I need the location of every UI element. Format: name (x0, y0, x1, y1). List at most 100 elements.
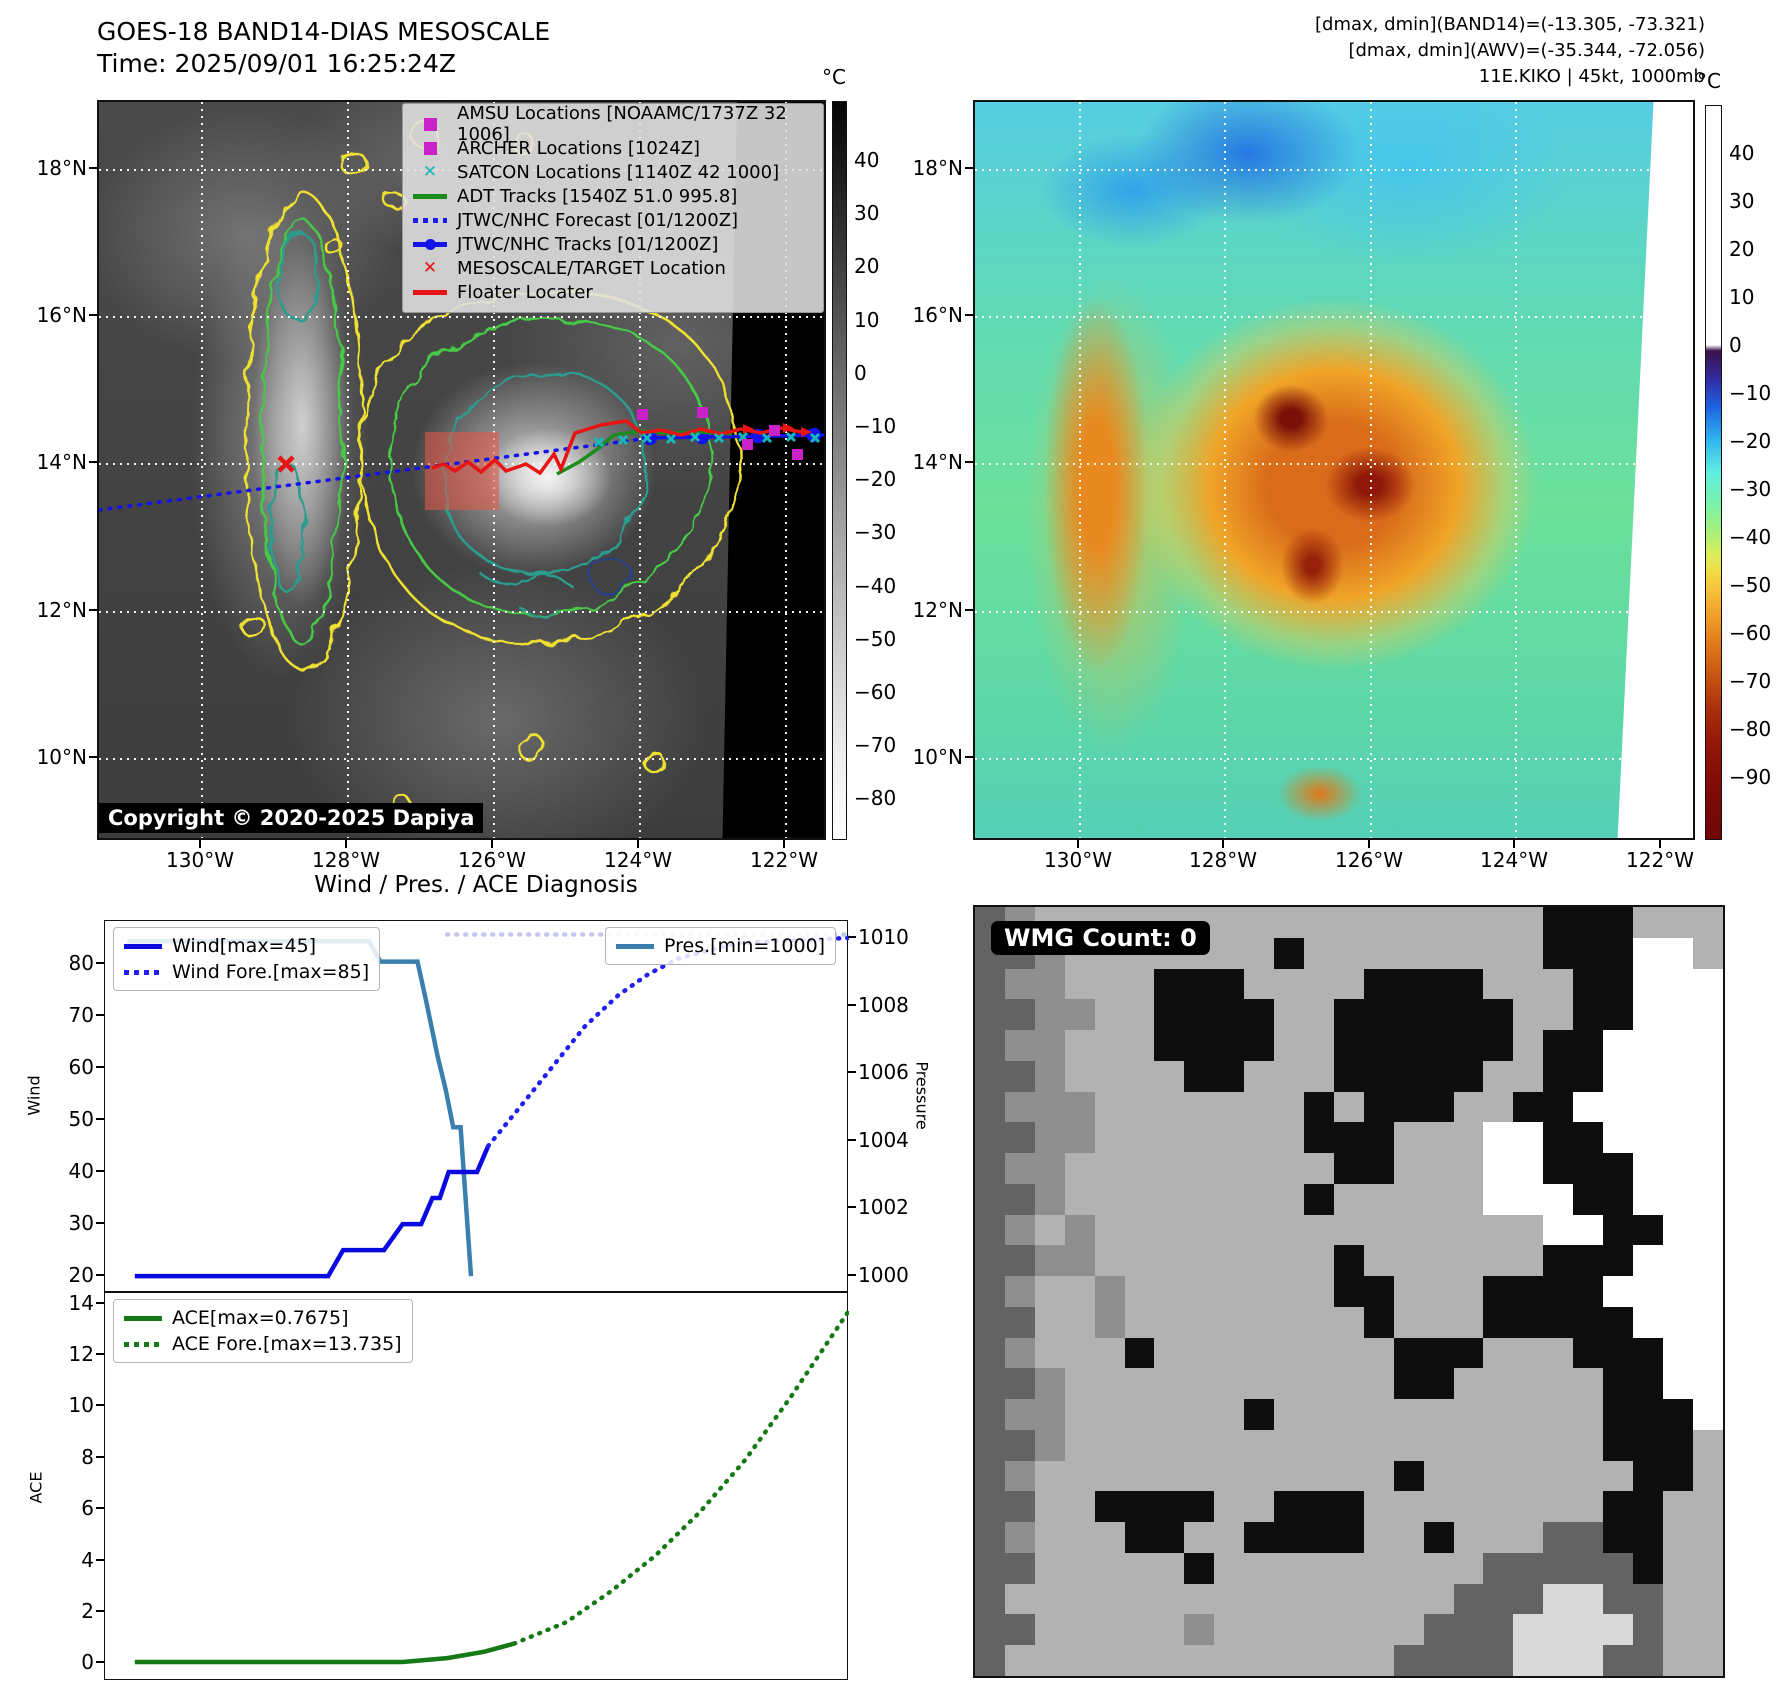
awv-lat-tick (965, 756, 973, 758)
wmg-grid-cell (1004, 1214, 1035, 1246)
band14-colorbar-tick-label: −10 (854, 414, 897, 438)
wmg-grid-cell (1333, 1153, 1364, 1184)
wmg-grid-cell (1483, 968, 1514, 1000)
legend-item-label: SATCON Locations [1140Z 42 1000] (457, 161, 780, 183)
wmg-grid-cell (1423, 1583, 1454, 1615)
wmg-grid-cell (1393, 1429, 1424, 1461)
wmg-grid-cell (1453, 1153, 1484, 1184)
wmg-grid-cell (1303, 1645, 1334, 1676)
wmg-grid-cell (1662, 999, 1693, 1030)
wmg-grid-cell (1333, 1214, 1364, 1246)
wmg-grid-cell (1214, 1214, 1245, 1246)
wmg-grid-cell (1154, 1491, 1185, 1522)
wmg-grid-cell (1662, 1429, 1693, 1461)
wmg-grid-cell (1064, 1583, 1095, 1615)
wmg-grid-cell (1393, 937, 1424, 969)
wmg-grid-cell (1603, 1306, 1633, 1338)
wmg-grid-cell (1632, 1460, 1663, 1492)
wmg-grid-cell (1632, 1030, 1663, 1061)
wmg-grid-cell (1573, 1552, 1604, 1584)
wmg-grid-cell (1543, 1337, 1574, 1369)
chart2-ytick-label: 6 (81, 1496, 94, 1521)
wmg-grid-cell (1303, 1122, 1334, 1153)
wmg-grid-cell (1034, 1583, 1065, 1615)
wmg-grid-cell (1662, 1491, 1693, 1522)
wmg-grid-cell (1184, 999, 1215, 1030)
awv-lat-tick-label: 14°N (912, 450, 963, 474)
wmg-grid-cell (1692, 1183, 1723, 1215)
wmg-grid-cell (1513, 1245, 1544, 1276)
wmg-grid-cell (1094, 1122, 1125, 1153)
wmg-grid-cell (1244, 1645, 1275, 1676)
band14-colorbar (832, 101, 847, 840)
wmg-grid-cell (1274, 1183, 1304, 1215)
chart-legend-item: Pres.[min=1000] (616, 933, 825, 959)
wmg-grid-cell (1393, 1460, 1424, 1492)
wmg-grid-cell (1662, 1399, 1693, 1430)
awv-lat-tick-label: 12°N (912, 598, 963, 622)
wmg-grid-cell (1214, 1276, 1245, 1307)
wmg-grid-cell (1154, 1153, 1185, 1184)
wmg-grid-cell (1573, 1214, 1604, 1246)
wmg-grid-cell (975, 999, 1005, 1030)
wmg-grid-cell (1303, 1276, 1334, 1307)
wmg-grid-cell (1423, 1399, 1454, 1430)
wmg-grid-cell (1393, 1183, 1424, 1215)
band14-lon-tick (345, 840, 347, 848)
wmg-grid-cell (1573, 1614, 1604, 1645)
wmg-grid-cell (975, 968, 1005, 1000)
wmg-grid-cell (1094, 1552, 1125, 1584)
wmg-grid-cell (1573, 1645, 1604, 1676)
wmg-grid-cell (1124, 1399, 1155, 1430)
wmg-grid-cell (1154, 1399, 1185, 1430)
band14-lat-tick-label: 12°N (36, 598, 87, 622)
wmg-grid-cell (1692, 1429, 1723, 1461)
legend-item-label: MESOSCALE/TARGET Location (457, 257, 726, 279)
wmg-grid-cell (1274, 1614, 1304, 1645)
chart2-ytick-label: 10 (68, 1393, 94, 1418)
wmg-grid-cell (1453, 1306, 1484, 1338)
wmg-grid-cell (1214, 1522, 1245, 1553)
wmg-grid-cell (1453, 1429, 1484, 1461)
wmg-grid-cell (1513, 1522, 1544, 1553)
wmg-grid-cell (1214, 1183, 1245, 1215)
wmg-grid-cell (975, 1276, 1005, 1307)
wmg-grid-cell (1692, 1645, 1723, 1676)
band14-colorbar-tick-label: −80 (854, 786, 897, 811)
wmg-grid-cell (1632, 907, 1663, 938)
wmg-grid-cell (1543, 1306, 1574, 1338)
wmg-grid-cell (1363, 1276, 1394, 1307)
wmg-grid-cell (1513, 1153, 1544, 1184)
wmg-grid-cell (1453, 1122, 1484, 1153)
wmg-grid-cell (1453, 1091, 1484, 1123)
wmg-grid-cell (1004, 1337, 1035, 1369)
wmg-grid-cell (1274, 937, 1304, 969)
awv-lon-tick (1513, 840, 1515, 848)
header-storm-id: 11E.KIKO | 45kt, 1000mb (1478, 66, 1705, 87)
awv-lon-tick-label: 128°W (1189, 848, 1257, 872)
wmg-grid-cell (1662, 1153, 1693, 1184)
wmg-grid-cell (1603, 1491, 1633, 1522)
wmg-grid-row (975, 1368, 1723, 1399)
wmg-grid-cell (1603, 1214, 1633, 1246)
wmg-grid-cell (1513, 1429, 1544, 1461)
wmg-grid-cell (1303, 1368, 1334, 1399)
wmg-grid-cell (1303, 1153, 1334, 1184)
dotted-icon (413, 217, 447, 223)
awv-lon-tick (1222, 840, 1224, 848)
band14-colorbar-tick-label: −70 (854, 733, 897, 758)
wmg-grid-cell (1004, 1552, 1035, 1584)
chart1-ytick (96, 1170, 104, 1173)
wmg-grid-cell (1004, 1091, 1035, 1123)
ace-chart: ACE[max=0.7675] ACE Fore.[max=13.735] (104, 1292, 849, 1680)
wmg-grid-cell (1692, 1306, 1723, 1338)
legend-item: AMSU Locations [NOAAMC/1737Z 32 1006] (413, 103, 813, 145)
wmg-grid-cell (1094, 1337, 1125, 1369)
wmg-grid-cell (1573, 1583, 1604, 1615)
wmg-grid-cell (1573, 1522, 1604, 1553)
wmg-grid-cell (1333, 1429, 1364, 1461)
chart1-ytick-label: 70 (68, 1002, 94, 1027)
chart2-ytick-label: 2 (81, 1598, 94, 1623)
wmg-grid-cell (1543, 1522, 1574, 1553)
wmg-grid-row (975, 1337, 1723, 1369)
